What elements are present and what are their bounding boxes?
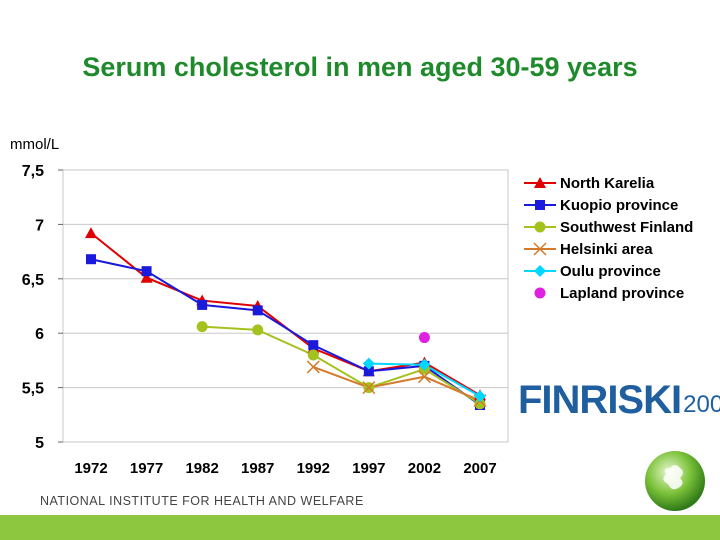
- data-point-series-2: [474, 398, 486, 410]
- x-tick-label: 1982: [185, 460, 218, 477]
- x-tick-label: 1987: [241, 460, 274, 477]
- legend-label: Southwest Finland: [560, 218, 694, 236]
- chart-legend: North Karelia Kuopio province Southwest Fi…: [522, 172, 693, 304]
- footer-institute-text: NATIONAL INSTITUTE FOR HEALTH AND WELFAR…: [40, 494, 364, 508]
- data-point-series-3: [306, 360, 320, 374]
- legend-swatch: [524, 265, 556, 277]
- legend-swatch-marker: [534, 221, 546, 233]
- data-point-series-5: [418, 332, 430, 344]
- legend-label: Kuopio province: [560, 196, 679, 214]
- y-tick-label: 6,5: [22, 272, 44, 289]
- legend-item: Southwest Finland: [522, 216, 693, 238]
- legend-swatch-marker: [534, 177, 546, 188]
- data-point-series-2: [307, 349, 319, 361]
- y-tick-label: 5,5: [22, 381, 44, 398]
- plot-frame: [62, 169, 509, 443]
- legend-swatch-marker: [535, 200, 545, 210]
- legend-item: Oulu province: [522, 260, 693, 282]
- series-line-3: [312, 365, 481, 402]
- data-point-series-4: [362, 357, 375, 370]
- logo-main-text: FINRISKI: [518, 378, 682, 422]
- data-point-series-2: [252, 324, 264, 336]
- data-point-series-1: [363, 366, 374, 377]
- data-point-series-1: [308, 340, 319, 351]
- x-tick-label: 2007: [463, 460, 496, 477]
- data-point-series-4: [474, 390, 486, 403]
- data-point-series-3: [417, 370, 431, 384]
- line-chart: 7,5 7 6,5 6 5,5 5 1972 1977 1982 1987 1992 1997 2002…: [22, 163, 509, 477]
- page-title: Serum cholesterol in men aged 30-59 year…: [82, 52, 638, 82]
- legend-swatch: [534, 287, 546, 299]
- globe-icon: [645, 451, 705, 511]
- data-point-series-2: [196, 321, 208, 333]
- legend-label: Oulu province: [560, 262, 661, 280]
- data-point-series-0: [140, 271, 153, 283]
- finriski-logo: FINRISKI 2007: [518, 380, 720, 420]
- x-tick-label: 1977: [130, 460, 163, 477]
- legend-swatch: [524, 242, 556, 256]
- data-point-series-1: [197, 299, 208, 310]
- x-tick-label: 1972: [74, 460, 107, 477]
- legend-label: North Karelia: [560, 174, 655, 192]
- data-point-series-0: [85, 227, 97, 239]
- y-tick-label: 5: [35, 435, 44, 452]
- legend-item: Kuopio province: [522, 194, 693, 216]
- data-point-series-1: [252, 305, 263, 316]
- data-point-series-1: [141, 266, 152, 277]
- legend-swatch: [524, 177, 556, 188]
- y-tick-label: 6: [35, 326, 44, 343]
- legend-item: North Karelia: [522, 172, 693, 194]
- x-tick-label: 1997: [352, 460, 385, 477]
- legend-swatch-marker: [533, 242, 547, 256]
- series-line-2: [202, 325, 481, 405]
- logo-year-text: 2007: [683, 391, 720, 418]
- y-tick-label: 7: [35, 217, 44, 234]
- legend-label: Helsinki area: [560, 240, 653, 258]
- legend-swatch: [524, 221, 556, 233]
- series-line-1: [90, 258, 481, 406]
- x-tick-label: 1992: [297, 460, 330, 477]
- legend-item: Lapland province: [522, 282, 693, 304]
- legend-swatch-marker: [534, 265, 546, 277]
- footer-bar: [0, 515, 720, 540]
- legend-item: Helsinki area: [522, 238, 693, 260]
- legend-label: Lapland province: [560, 284, 685, 302]
- legend-swatch: [524, 200, 556, 210]
- data-point-series-1: [86, 254, 96, 265]
- x-tick-label: 2002: [408, 460, 441, 477]
- y-unit-label: mmol/L: [10, 136, 60, 153]
- data-point-series-4: [418, 358, 431, 371]
- legend-swatch-marker: [534, 287, 546, 299]
- y-tick-label: 7,5: [22, 163, 44, 180]
- data-point-series-3: [362, 381, 376, 395]
